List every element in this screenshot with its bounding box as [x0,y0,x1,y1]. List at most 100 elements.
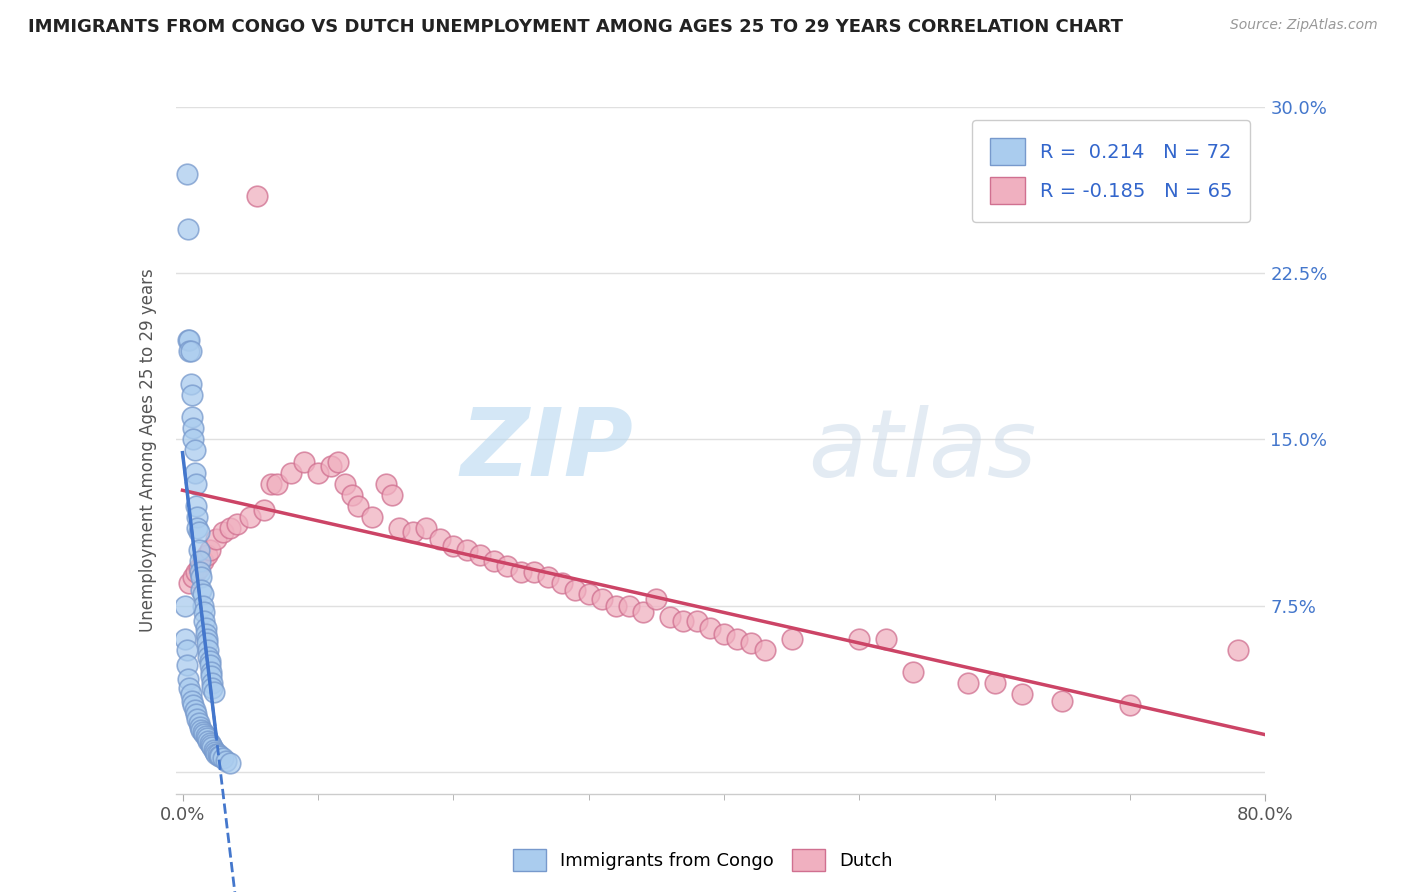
Point [201,740,224,755]
Point [429,532,451,546]
Point [184,476,207,491]
Point [1227,643,1250,657]
Point [176,658,198,673]
Point [205,747,228,761]
Point [983,676,1005,690]
Point [198,543,221,558]
Point [195,632,218,646]
Point [179,681,201,695]
Point [183,570,205,584]
Point [225,516,247,531]
Point [686,614,709,628]
Point [186,510,208,524]
Point [266,476,288,491]
Point [388,521,411,535]
Point [1011,687,1033,701]
Legend: Immigrants from Congo, Dutch: Immigrants from Congo, Dutch [506,842,900,879]
Point [645,591,668,606]
Point [183,703,205,717]
Point [212,525,235,540]
Point [188,566,211,580]
Point [200,738,222,752]
Point [713,627,735,641]
Point [198,654,221,668]
Point [280,466,302,480]
Point [509,566,531,580]
Point [292,454,315,468]
Point [209,749,232,764]
Point [193,727,215,741]
Point [1119,698,1142,713]
Point [198,658,221,673]
Point [401,525,423,540]
Point [200,665,222,679]
Point [201,681,224,695]
Point [259,476,281,491]
Point [177,333,200,347]
Point [195,636,218,650]
Point [191,554,214,568]
Point [176,643,198,657]
Point [212,751,235,765]
Text: Source: ZipAtlas.com: Source: ZipAtlas.com [1230,18,1378,32]
Point [605,599,627,613]
Point [523,566,546,580]
Point [699,621,721,635]
Y-axis label: Unemployment Among Ages 25 to 29 years: Unemployment Among Ages 25 to 29 years [139,268,157,632]
Point [219,756,242,770]
Point [184,499,207,513]
Point [456,543,478,558]
Point [631,605,654,619]
Point [619,599,641,613]
Point [181,694,204,708]
Point [181,388,204,402]
Point [191,599,214,613]
Point [193,614,215,628]
Point [190,723,212,737]
Point [183,443,205,458]
Point [179,333,201,347]
Point [374,476,396,491]
Point [191,587,214,601]
Point [197,643,219,657]
Point [307,466,329,480]
Point [381,488,404,502]
Point [183,466,205,480]
Point [180,376,202,391]
Point [186,521,208,535]
Point [208,749,231,764]
Point [184,707,207,722]
Point [184,566,207,580]
Point [183,698,205,713]
Point [195,731,218,746]
Point [848,632,870,646]
Point [176,167,198,181]
Point [187,716,209,731]
Point [179,576,201,591]
Point [564,582,586,597]
Point [183,421,205,435]
Point [187,561,209,575]
Text: atlas: atlas [807,405,1036,496]
Point [253,503,276,517]
Point [347,499,370,513]
Point [193,605,215,619]
Point [197,733,219,747]
Point [537,570,560,584]
Point [187,525,209,540]
Point [246,188,269,202]
Point [188,554,211,568]
Point [215,754,238,768]
Point [177,222,200,236]
Point [956,676,979,690]
Point [195,548,218,562]
Point [727,632,749,646]
Point [754,643,776,657]
Point [740,636,762,650]
Text: IMMIGRANTS FROM CONGO VS DUTCH UNEMPLOYMENT AMONG AGES 25 TO 29 YEARS CORRELATIO: IMMIGRANTS FROM CONGO VS DUTCH UNEMPLOYM… [28,18,1123,36]
Point [219,521,242,535]
Point [780,632,803,646]
Point [1052,694,1074,708]
Point [179,343,201,358]
Point [207,747,229,761]
